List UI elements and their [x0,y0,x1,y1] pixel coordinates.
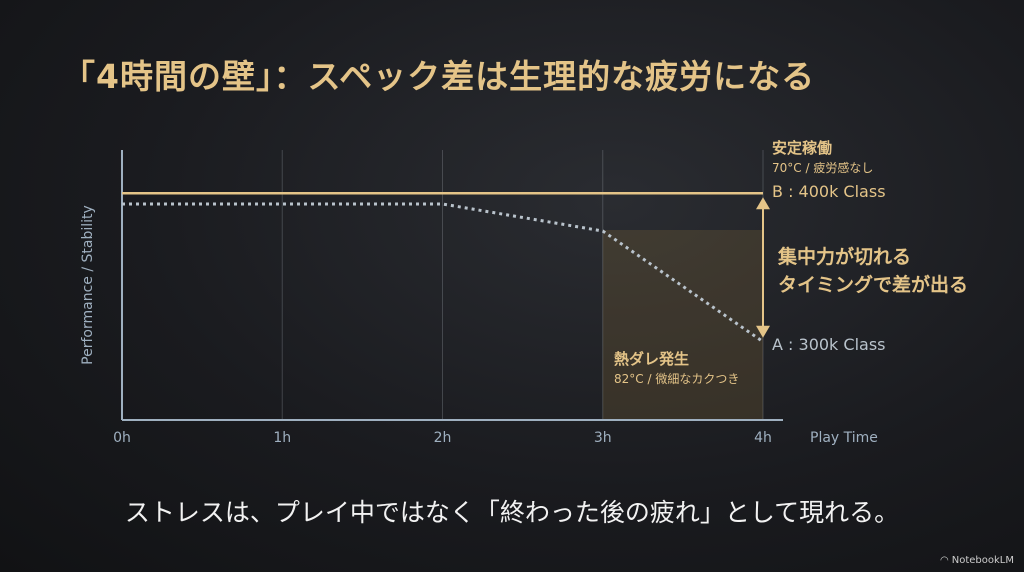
legend-a: A : 300k Class [772,335,886,354]
annotation-stable-heading: 安定稼働 [772,139,833,157]
x-tick-label: 3h [593,430,612,446]
annotation-gap-line2: タイミングで差が出る [778,274,969,296]
arrow-down-icon [756,325,770,338]
logo-text: NotebookLM [951,555,1014,566]
highlight-region [602,230,763,420]
x-tick-label: 2h [433,430,452,446]
x-tick-label: 4h [754,430,772,446]
x-tick-label: 0h [113,430,131,446]
notebooklm-logo: ◠ NotebookLM [940,555,1014,566]
y-axis-label: Performance / Stability [80,205,96,365]
annotation-stable-sub: 70°C / 疲労感なし [772,161,874,175]
slide-caption: ストレスは、プレイ中ではなく「終わった後の疲れ」として現れる。 [124,498,900,527]
annotation-heat-sub: 82°C / 微細なカクつき [614,372,740,386]
x-tick-label: 1h [273,430,292,446]
notebooklm-icon: ◠ [940,555,949,566]
annotation-heat-heading: 熱ダレ発生 [614,350,690,368]
arrow-up-icon [756,197,770,210]
x-axis-label: Play Time [810,430,878,446]
series-line-a [122,202,764,343]
annotation-gap-line1: 集中力が切れる [778,246,912,268]
legend-b: B : 400k Class [772,182,886,201]
slide-title: 「4時間の壁」：スペック差は生理的な疲労になる [62,57,816,96]
